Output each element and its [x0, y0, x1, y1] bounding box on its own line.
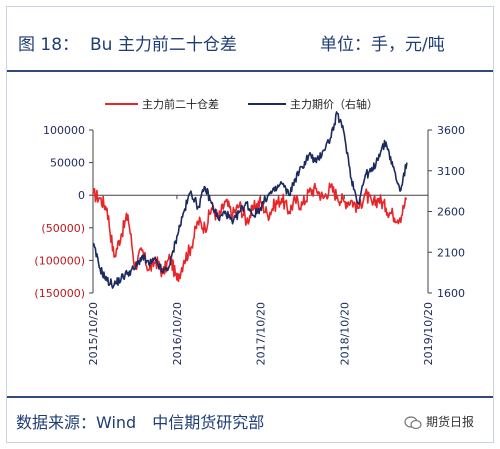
left-tick-label: (50000)	[41, 222, 85, 235]
plot-area	[92, 111, 408, 289]
figure-frame	[6, 6, 494, 443]
right-tick-label: 1600	[437, 287, 465, 300]
left-tick-label: 100000	[43, 124, 85, 137]
footer-divider	[7, 396, 493, 398]
badge-text: 期货日报	[426, 415, 475, 429]
x-tick-label: 2018/10/20	[338, 302, 351, 365]
unit-label: 单位：手，元/吨	[320, 35, 445, 55]
x-tick-label: 2019/10/20	[422, 302, 435, 365]
right-tick-label: 3100	[437, 165, 465, 178]
right-tick-label: 2600	[437, 206, 465, 219]
left-tick-label: 50000	[50, 157, 85, 170]
legend: 主力前二十仓差 主力期价（右轴）	[105, 97, 378, 111]
series-line-right	[92, 111, 408, 289]
left-tick-label: (100000)	[34, 254, 85, 267]
right-tick-label: 2100	[437, 246, 465, 259]
figure-label: 图 18：	[18, 35, 80, 55]
legend-label-right: 主力期价（右轴）	[290, 97, 378, 111]
axes: 100000 50000 0 (50000) (100000) (150000) 3600 3…	[34, 124, 465, 365]
x-tick-label: 2015/10/20	[87, 302, 100, 365]
x-tick-label: 2016/10/20	[171, 302, 184, 365]
chart-title: Bu 主力前二十仓差	[90, 35, 237, 55]
source-note: 数据来源：Wind 中信期货研究部	[16, 413, 265, 432]
right-tick-label: 3600	[437, 124, 465, 137]
wechat-icon	[404, 415, 422, 429]
left-tick-label: (150000)	[34, 287, 85, 300]
x-tick-label: 2017/10/20	[255, 302, 268, 365]
header-divider	[7, 70, 493, 72]
watermark-badge: 期货日报	[404, 413, 474, 430]
left-tick-label: 0	[78, 189, 85, 202]
legend-label-left: 主力前二十仓差	[142, 97, 219, 111]
